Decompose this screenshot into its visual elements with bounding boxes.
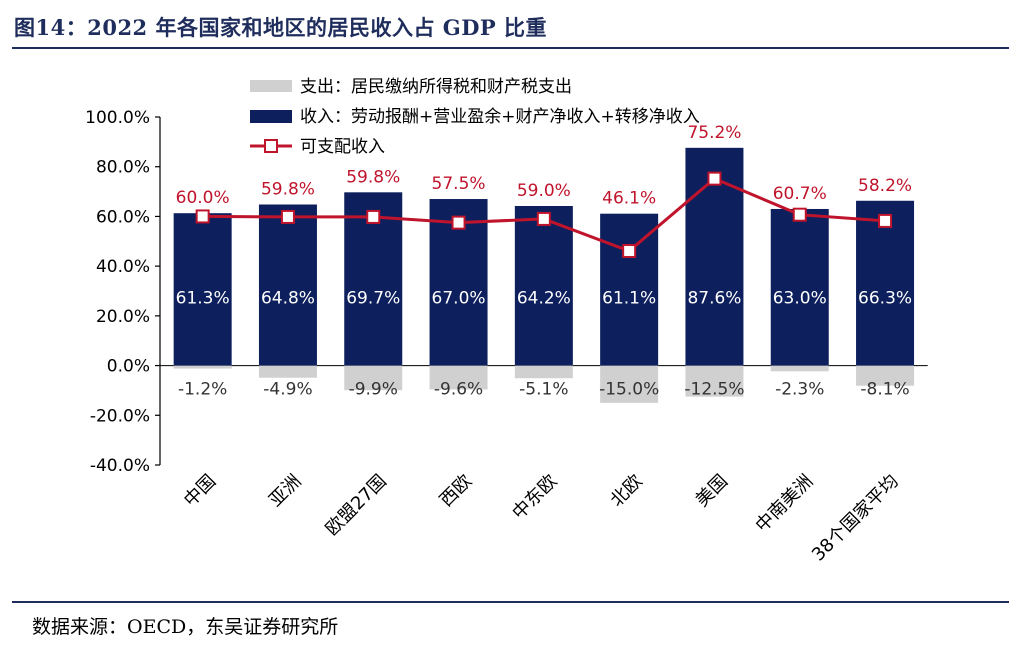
disposable-income-point (792, 207, 807, 222)
y-tick-label: 60.0% (96, 207, 150, 227)
y-tick-label: 80.0% (96, 158, 150, 178)
disposable-income-point (878, 213, 893, 228)
income-value-label: 63.0% (773, 288, 827, 308)
expense-value-label: -15.0% (599, 380, 659, 400)
expense-bar (258, 365, 317, 378)
expense-value-label: -8.1% (860, 380, 909, 400)
legend-swatch-marker (264, 139, 278, 153)
disposable-income-point (195, 209, 210, 224)
x-tick-label: 中东欧 (508, 471, 561, 524)
disposable-value-label: 57.5% (432, 174, 486, 194)
legend-label-disposable: 可支配收入 (300, 137, 385, 157)
expense-value-label: -9.6% (434, 380, 483, 400)
legend-label-income: 收入：劳动报酬+营业盈余+财产净收入+转移净收入 (300, 107, 700, 127)
income-value-label: 69.7% (346, 288, 400, 308)
disposable-value-label: 59.8% (346, 167, 400, 187)
data-labels: 61.3% 60.0% -1.2% 64.8% 59.8% -4.9% 69.7% 59.8%… (176, 123, 912, 400)
income-value-label: 64.8% (261, 288, 315, 308)
expense-bar (770, 365, 829, 372)
legend-swatch-expense (250, 80, 292, 92)
expense-bar (514, 365, 573, 379)
income-value-label: 64.2% (517, 288, 571, 308)
figure-title: 图14：2022 年各国家和地区的居民收入占 GDP 比重 (14, 15, 548, 40)
title-rule (12, 47, 1009, 49)
disposable-income-point (536, 211, 551, 226)
x-tick-label: 38个国家平均 (808, 471, 903, 566)
x-tick-label: 中南美洲 (752, 471, 818, 537)
disposable-income-point (366, 209, 381, 224)
expense-value-label: -9.9% (349, 380, 398, 400)
legend-swatch-income (250, 110, 292, 123)
disposable-value-label: 59.8% (261, 179, 315, 199)
source-rule (12, 601, 1009, 603)
expense-bar (600, 365, 659, 403)
expense-value-label: -4.9% (263, 380, 312, 400)
y-tick-label: 100.0% (85, 108, 150, 128)
income-bar (856, 200, 915, 366)
income-bar (173, 213, 232, 366)
y-tick-label: 0.0% (107, 357, 150, 377)
expense-bars (173, 365, 915, 403)
x-tick-label: 美国 (692, 471, 732, 511)
x-tick-label: 北欧 (606, 471, 646, 511)
source-note: 数据来源：OECD，东吴证券研究所 (32, 616, 339, 638)
income-value-label: 61.1% (602, 288, 656, 308)
income-value-label: 61.3% (176, 288, 230, 308)
x-tick-label: 西欧 (436, 471, 476, 511)
disposable-income-point (707, 171, 722, 186)
disposable-income-point (451, 215, 466, 230)
expense-bar (344, 365, 403, 391)
expense-bar (856, 365, 915, 386)
y-tick-label: -20.0% (90, 406, 150, 426)
disposable-value-label: 60.7% (773, 184, 827, 204)
y-tick-label: 20.0% (96, 307, 150, 327)
disposable-income-point (622, 243, 637, 258)
income-bar (514, 205, 573, 366)
disposable-income-point (280, 209, 295, 224)
expense-value-label: -1.2% (178, 380, 227, 400)
disposable-income-line (195, 171, 893, 258)
income-bar (258, 204, 317, 366)
expense-bar (429, 365, 488, 390)
income-value-label: 67.0% (432, 288, 486, 308)
expense-bar (685, 365, 744, 397)
expense-value-label: -12.5% (684, 380, 744, 400)
y-tick-label: 40.0% (96, 257, 150, 277)
expense-bar (173, 365, 232, 369)
income-bar (600, 213, 659, 366)
x-tick-label: 亚洲 (265, 471, 305, 511)
disposable-value-label: 60.0% (176, 188, 230, 208)
income-value-label: 87.6% (687, 288, 741, 308)
chart: 100.0% 80.0% 60.0% 40.0% 20.0% 0.0% -20.0% -40.… (85, 77, 928, 566)
income-bar (770, 208, 829, 366)
legend: 支出：居民缴纳所得税和财产税支出收入：劳动报酬+营业盈余+财产净收入+转移净收入… (250, 77, 700, 157)
income-bars (173, 147, 915, 366)
disposable-value-label: 59.0% (517, 181, 571, 201)
income-value-label: 66.3% (858, 288, 912, 308)
disposable-value-label: 46.1% (602, 189, 656, 209)
y-tick-label: -40.0% (90, 456, 150, 476)
x-tick-label: 欧盟27国 (322, 471, 391, 540)
legend-label-expense: 支出：居民缴纳所得税和财产税支出 (300, 77, 572, 97)
disposable-value-label: 58.2% (858, 176, 912, 196)
disposable-value-label: 75.2% (687, 123, 741, 143)
x-tick-label: 中国 (180, 471, 220, 511)
expense-value-label: -5.1% (519, 380, 568, 400)
expense-value-label: -2.3% (775, 380, 824, 400)
